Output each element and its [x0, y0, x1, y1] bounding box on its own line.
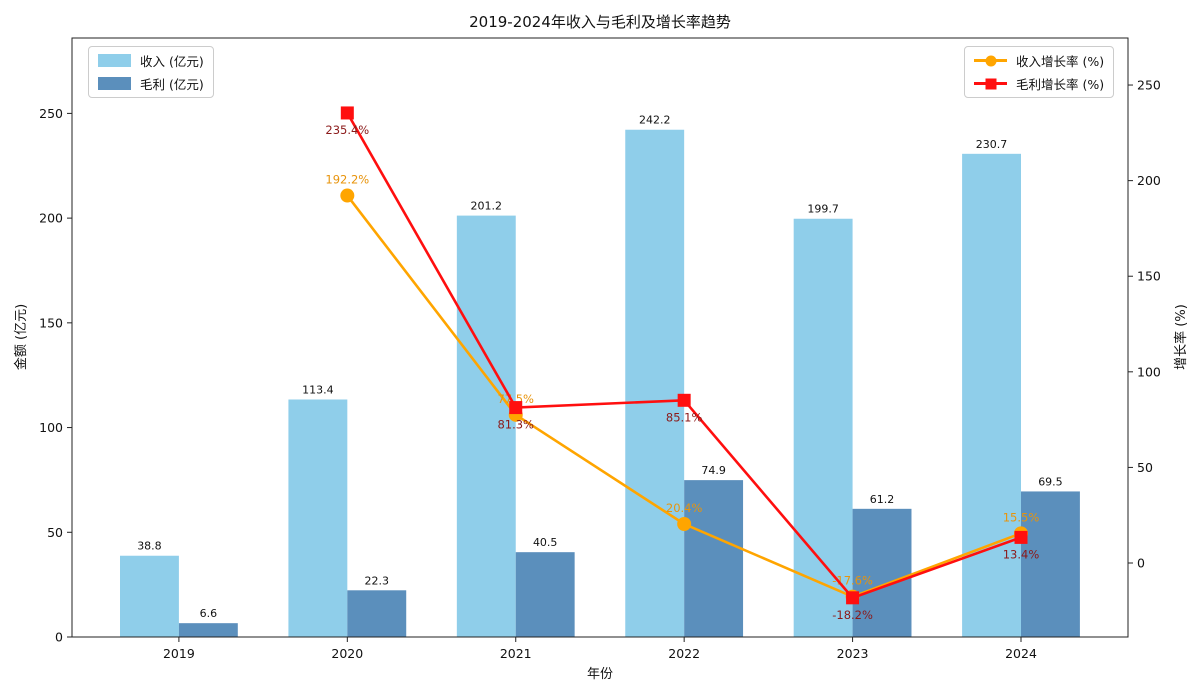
left-tick-label: 250 — [39, 106, 63, 121]
bar-value-label: 69.5 — [1038, 475, 1063, 488]
legend-label-gross-profit-growth: 毛利增长率 (%) — [1016, 77, 1105, 92]
legend-bars: 收入 (亿元) 毛利 (亿元) — [88, 46, 214, 98]
x-tick-label: 2019 — [163, 646, 195, 661]
square-marker — [340, 106, 354, 120]
gross-profit-growth-marker-icon — [985, 78, 996, 89]
bar-gross-profit-2024 — [1021, 491, 1080, 637]
square-marker — [846, 591, 860, 605]
right-tick-label: 250 — [1137, 78, 1161, 93]
right-tick-label: 100 — [1137, 364, 1161, 379]
left-axis-title: 金额 (亿元) — [14, 303, 29, 371]
growth-point-label: 15.5% — [1003, 510, 1040, 524]
x-axis-title: 年份 — [586, 667, 613, 682]
left-tick-label: 100 — [39, 420, 63, 435]
growth-point-label: 192.2% — [325, 173, 369, 187]
bar-value-label: 113.4 — [302, 383, 334, 396]
left-tick-label: 0 — [55, 630, 63, 645]
gross-profit-swatch — [98, 77, 131, 90]
legend-item-gross-profit-growth: 毛利增长率 (%) — [974, 75, 1104, 92]
bar-value-label: 40.5 — [533, 536, 558, 549]
square-marker — [509, 401, 523, 415]
income-growth-marker-icon — [985, 55, 996, 66]
bar-value-label: 74.9 — [701, 464, 726, 477]
income-growth-handle — [974, 54, 1007, 67]
bar-gross-profit-2023 — [852, 508, 912, 637]
bars-layer: 38.8 113.4 201.2 242.2 199.7 230.7 6.6 22.3 40.5… — [120, 114, 1080, 638]
x-tick-label: 2021 — [500, 646, 532, 661]
bar-value-label: 242.2 — [639, 114, 671, 127]
bar-value-label: 6.6 — [200, 607, 218, 620]
bar-value-label: 201.2 — [471, 200, 503, 213]
bar-value-label: 38.8 — [137, 540, 162, 553]
income-swatch — [98, 54, 131, 67]
legend-item-income: 收入 (亿元) — [98, 52, 204, 69]
x-tick-label: 2023 — [837, 646, 869, 661]
legend-label-gross-profit: 毛利 (亿元) — [140, 77, 204, 92]
right-axis-title: 增长率 (%) — [1174, 304, 1189, 370]
legend-item-income-growth: 收入增长率 (%) — [974, 52, 1104, 69]
bar-gross-profit-2020 — [347, 590, 407, 637]
bar-income-2023 — [793, 218, 853, 638]
right-tick-label: 150 — [1137, 269, 1161, 284]
bar-income-2021 — [456, 215, 516, 637]
left-tick-label: 200 — [39, 211, 63, 226]
square-marker — [1014, 530, 1028, 544]
x-tick-label: 2022 — [668, 646, 700, 661]
bar-value-label: 230.7 — [976, 138, 1008, 151]
bar-income-2024 — [962, 153, 1021, 638]
x-tick-label: 2024 — [1005, 646, 1037, 661]
bar-value-label: 61.2 — [870, 493, 895, 506]
gross-profit-growth-handle — [974, 77, 1007, 90]
legend-item-gross-profit: 毛利 (亿元) — [98, 75, 204, 92]
square-marker — [677, 393, 691, 407]
right-tick-label: 50 — [1137, 460, 1153, 475]
legend-label-income: 收入 (亿元) — [140, 54, 204, 69]
chart-title: 2019-2024年收入与毛利及增长率趋势 — [469, 13, 731, 31]
bar-value-label: 22.3 — [365, 574, 390, 587]
growth-point-label: 77.5% — [497, 392, 534, 406]
bar-gross-profit-2019 — [178, 623, 238, 637]
growth-point-label: 85.1% — [666, 410, 703, 424]
legend-lines: 收入增长率 (%) 毛利增长率 (%) — [964, 46, 1115, 98]
right-tick-label: 200 — [1137, 173, 1161, 188]
circle-marker — [340, 188, 355, 203]
legend-label-income-growth: 收入增长率 (%) — [1016, 54, 1105, 69]
bar-income-2020 — [288, 399, 348, 637]
growth-point-label: 81.3% — [497, 418, 534, 432]
bar-gross-profit-2022 — [684, 480, 744, 637]
right-tick-label: 0 — [1137, 556, 1145, 571]
left-tick-label: 50 — [47, 525, 63, 540]
left-tick-label: 150 — [39, 315, 63, 330]
bar-income-2022 — [625, 129, 685, 637]
growth-point-label: -18.2% — [832, 608, 873, 622]
bar-income-2019 — [120, 555, 179, 637]
plot-border — [71, 37, 1129, 638]
line-layer-gross-profit-growth: 235.4% 81.3% 85.1% -18.2% 13.4% — [325, 106, 1040, 622]
growth-point-label: 13.4% — [1003, 547, 1040, 561]
growth-point-label: 235.4% — [325, 123, 369, 137]
bar-value-label: 199.7 — [807, 203, 839, 216]
axes-layer: 0 50 100 150 200 250 0 50 100 150 200 250 2019 2020 20… — [39, 37, 1161, 661]
growth-point-label: 20.4% — [666, 501, 703, 515]
circle-marker — [677, 517, 692, 532]
bar-gross-profit-2021 — [515, 552, 575, 637]
x-tick-label: 2020 — [331, 646, 363, 661]
